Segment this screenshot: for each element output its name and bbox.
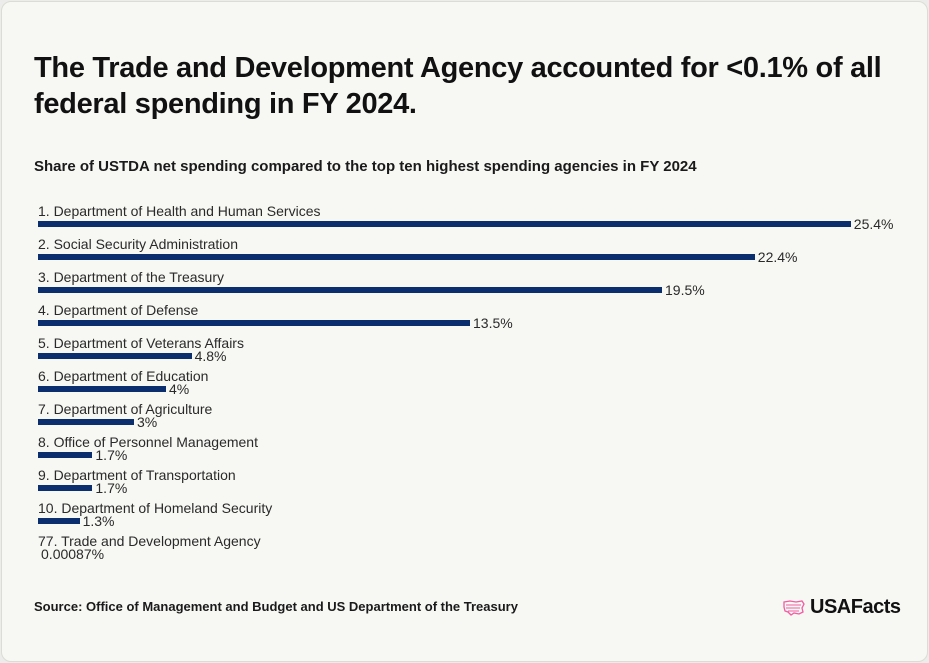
- bar: [38, 254, 755, 260]
- bar: [38, 485, 93, 491]
- data-label: 22.4%: [757, 249, 798, 265]
- category-label: 4. Department of Defense: [38, 302, 199, 318]
- data-label: 13.5%: [473, 315, 513, 331]
- data-label: 1.3%: [82, 513, 115, 529]
- chart-subtitle: Share of USTDA net spending compared to …: [34, 158, 697, 175]
- bar-row: 8. Office of Personnel Management 1.7%: [38, 434, 918, 464]
- bar: [38, 287, 662, 293]
- bar-row: 10. Department of Homeland Security 1.3%: [38, 500, 918, 530]
- category-label: 7. Department of Agriculture: [38, 401, 213, 417]
- category-label: 6. Department of Education: [38, 368, 209, 384]
- bar-row: 3. Department of the Treasury 19.5%: [38, 269, 918, 299]
- category-label: 10. Department of Homeland Security: [38, 500, 273, 516]
- bar: [38, 353, 192, 359]
- data-label: 1.7%: [95, 480, 128, 496]
- bar: [38, 518, 80, 524]
- data-label: 4.8%: [194, 348, 227, 364]
- logo-text: USAFacts: [810, 596, 901, 618]
- data-label: 1.7%: [95, 447, 128, 463]
- category-label: 3. Department of the Treasury: [38, 269, 224, 285]
- bar-row: 6. Department of Education 4%: [38, 368, 918, 398]
- usafacts-logo: USAFacts: [782, 596, 901, 619]
- data-label: 25.4%: [853, 216, 894, 232]
- category-label: 9. Department of Transportation: [38, 467, 236, 483]
- us-map-flag-icon: [783, 599, 805, 616]
- bar-row: 7. Department of Agriculture 3%: [38, 401, 918, 431]
- data-label: 4%: [169, 381, 190, 397]
- chart-title: The Trade and Development Agency account…: [34, 52, 882, 120]
- category-label: 77. Trade and Development Agency: [38, 533, 261, 549]
- bar-row: 4. Department of Defense 13.5%: [38, 302, 918, 332]
- bar-row: 5. Department of Veterans Affairs 4.8%: [38, 335, 918, 365]
- data-label: 0.00087%: [41, 546, 105, 562]
- category-label: 5. Department of Veterans Affairs: [38, 335, 244, 351]
- bar-row: 77. Trade and Development Agency 0.00087%: [38, 533, 918, 563]
- bar: [38, 320, 470, 326]
- source-note: Source: Office of Management and Budget …: [34, 599, 518, 614]
- bar: [38, 386, 166, 392]
- data-label: 19.5%: [665, 282, 705, 298]
- category-label: 2. Social Security Administration: [38, 236, 238, 252]
- bar: [38, 452, 93, 458]
- bar-row: 1. Department of Health and Human Servic…: [38, 203, 918, 233]
- data-label: 3%: [137, 414, 158, 430]
- category-label: 1. Department of Health and Human Servic…: [38, 203, 321, 219]
- bar-row: 9. Department of Transportation 1.7%: [38, 467, 918, 497]
- bar: [38, 221, 851, 227]
- bar: [38, 419, 134, 425]
- bar-row: 2. Social Security Administration 22.4%: [38, 236, 918, 266]
- category-label: 8. Office of Personnel Management: [38, 434, 258, 450]
